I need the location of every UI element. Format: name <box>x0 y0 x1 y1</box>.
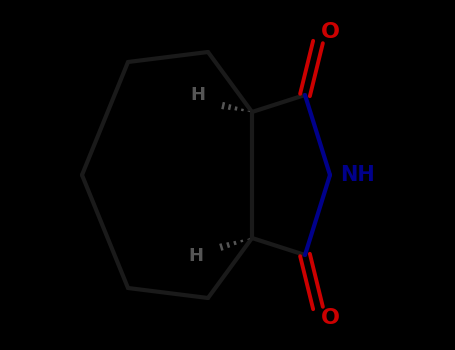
Text: O: O <box>320 308 339 328</box>
Text: NH: NH <box>340 165 375 185</box>
Text: H: H <box>188 247 203 265</box>
Text: H: H <box>191 86 206 104</box>
Text: O: O <box>320 22 339 42</box>
